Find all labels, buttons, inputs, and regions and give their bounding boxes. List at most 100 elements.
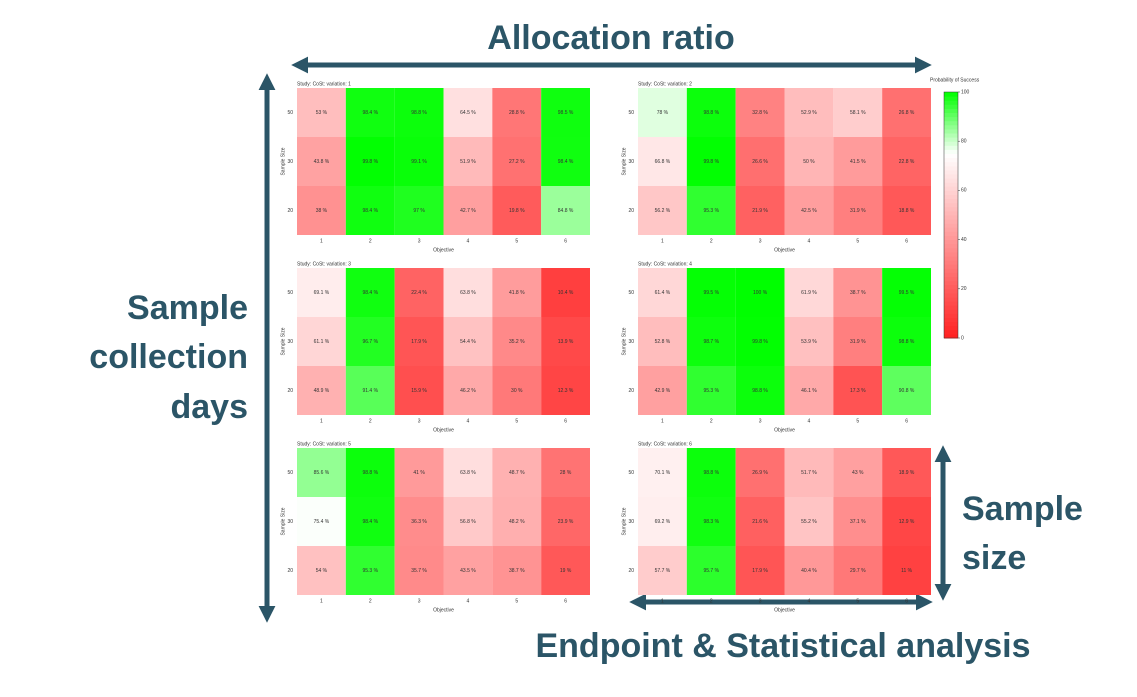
value-label: 26.6 % — [752, 159, 768, 165]
cell — [443, 497, 493, 546]
cell — [735, 317, 785, 366]
x-tick-label: 6 — [564, 418, 567, 424]
cell — [686, 448, 736, 497]
cell — [541, 497, 590, 546]
colorbar-step — [944, 288, 958, 294]
annotation-left: days — [171, 388, 249, 426]
cell — [686, 137, 736, 186]
value-label: 98.5 % — [558, 110, 574, 116]
colorbar-step — [944, 247, 958, 253]
y-axis-label: Sample Size — [280, 147, 286, 175]
value-label: 99.8 % — [752, 339, 768, 345]
x-tick-label: 4 — [808, 418, 811, 424]
colorbar-step — [944, 297, 958, 302]
value-label: 28 % — [560, 470, 572, 476]
cell — [345, 137, 395, 186]
y-axis-label: Sample Size — [621, 147, 627, 175]
colorbar-tick-label: 60 — [961, 188, 967, 194]
chart-title: Study: CoSt: variation: 4 — [638, 261, 692, 267]
x-tick-label: 1 — [320, 598, 323, 604]
colorbar-step — [944, 149, 958, 154]
y-tick-label: 50 — [628, 110, 634, 116]
colorbar-step — [944, 292, 958, 298]
cell — [443, 137, 493, 186]
cell — [297, 497, 346, 546]
colorbar-step — [944, 301, 958, 306]
colorbar-tick-label: 20 — [961, 286, 967, 292]
value-label: 15.9 % — [411, 388, 427, 394]
x-tick-label: 5 — [515, 238, 518, 244]
value-label: 98.4 % — [362, 519, 378, 525]
value-label: 61.1 % — [314, 339, 330, 345]
colorbar-step — [944, 153, 958, 159]
charts: Study: CoSt: variation: 150 53 % 98.4 % 98.… — [280, 77, 979, 613]
value-label: 99.1 % — [411, 159, 427, 165]
value-label: 43.5 % — [460, 568, 476, 574]
value-label: 48.7 % — [509, 470, 525, 476]
colorbar-step — [944, 190, 958, 195]
cell — [443, 366, 493, 415]
cell — [686, 268, 736, 317]
cell — [492, 366, 542, 415]
value-label: 48.2 % — [509, 519, 525, 525]
cell — [297, 366, 346, 415]
cell — [394, 88, 444, 137]
annotation-left: collection — [89, 338, 248, 376]
colorbar-step — [944, 260, 958, 265]
x-tick-label: 1 — [661, 238, 664, 244]
value-label: 69.1 % — [314, 290, 330, 296]
value-label: 58.1 % — [850, 110, 866, 116]
colorbar-step — [944, 251, 958, 257]
x-tick-label: 6 — [564, 238, 567, 244]
cell — [735, 186, 785, 235]
cell — [297, 268, 346, 317]
cell — [686, 497, 736, 546]
cell — [297, 137, 346, 186]
value-label: 96.7 % — [362, 339, 378, 345]
value-label: 98.4 % — [362, 110, 378, 116]
cell — [541, 137, 590, 186]
value-label: 28.8 % — [509, 110, 525, 116]
value-label: 100 % — [753, 290, 768, 296]
cell — [443, 317, 493, 366]
colorbar-frame — [943, 91, 959, 339]
cell — [345, 317, 395, 366]
y-tick-label: 30 — [287, 339, 293, 345]
value-label: 36.3 % — [411, 519, 427, 525]
value-label: 97 % — [413, 208, 425, 214]
value-label: 99.8 % — [362, 159, 378, 165]
x-tick-label: 3 — [418, 238, 421, 244]
value-label: 99.5 % — [703, 290, 719, 296]
x-tick-label: 3 — [759, 598, 762, 604]
y-tick-label: 50 — [287, 470, 293, 476]
value-label: 98.8 % — [899, 339, 915, 345]
value-label: 70.1 % — [655, 470, 671, 476]
colorbar-step — [944, 182, 958, 187]
cell — [492, 186, 542, 235]
colorbar-step — [944, 145, 958, 150]
value-label: 98.4 % — [558, 159, 574, 165]
value-label: 12.9 % — [899, 519, 915, 525]
x-tick-label: 4 — [808, 598, 811, 604]
cell — [541, 546, 590, 595]
x-axis-label: Objective — [433, 427, 454, 433]
y-tick-label: 20 — [287, 208, 293, 214]
cell — [833, 317, 883, 366]
annotation-left: Sample — [127, 289, 248, 327]
value-label: 38.7 % — [850, 290, 866, 296]
cell — [686, 88, 736, 137]
value-label: 41.8 % — [509, 290, 525, 296]
x-tick-label: 6 — [905, 418, 908, 424]
value-label: 40.4 % — [801, 568, 817, 574]
value-label: 23.9 % — [558, 519, 574, 525]
cell — [784, 448, 834, 497]
annotation-bottom: Endpoint & Statistical analysis — [535, 627, 1030, 665]
value-label: 10.4 % — [558, 290, 574, 296]
x-axis-label: Objective — [774, 247, 795, 253]
cell — [882, 268, 931, 317]
cell — [394, 546, 444, 595]
value-label: 17.9 % — [752, 568, 768, 574]
chart-title: Study: CoSt: variation: 1 — [297, 81, 351, 87]
value-label: 17.9 % — [411, 339, 427, 345]
